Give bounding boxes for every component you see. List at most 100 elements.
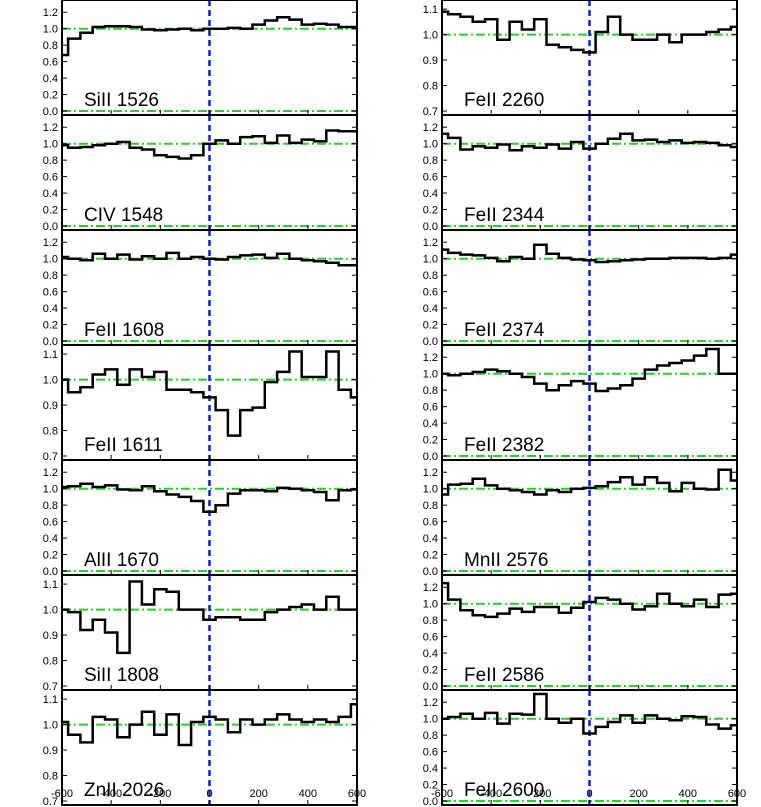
y-tick-label: 0.7 xyxy=(43,681,58,693)
y-tick-label: 1.1 xyxy=(43,694,58,706)
spectrum-line xyxy=(62,702,357,747)
panel-mnii-2576: 0.0 0.2 0.4 0.6 0.8 1.0 1.2 MnII 2576 xyxy=(423,459,738,578)
spectrum-line xyxy=(62,129,357,160)
panel-siii-1526: 0.0 0.2 0.4 0.6 0.8 1.0 1.2 SiII 1526 xyxy=(43,0,358,118)
x-tick-label: -400 xyxy=(100,788,122,800)
line-label: FeII 2600 xyxy=(464,780,544,801)
line-label: CIV 1548 xyxy=(84,205,163,226)
y-tick-label: 0.2 xyxy=(43,90,58,102)
y-tick-label: 1.0 xyxy=(43,254,58,266)
y-tick-label: 0.2 xyxy=(423,665,438,677)
y-tick-label: 0.6 xyxy=(43,287,58,299)
y-tick-label: 0.6 xyxy=(43,517,58,529)
y-tick-label: 0.0 xyxy=(43,336,58,348)
y-tick-label: 0.6 xyxy=(43,57,58,69)
panel-siii-1808: 0.7 0.8 0.9 1.0 1.1 SiII 1808 xyxy=(43,574,358,693)
y-tick-label: 0.8 xyxy=(423,81,438,93)
x-tick-label: -200 xyxy=(149,788,171,800)
spectrum-line xyxy=(442,132,737,152)
panel-frame xyxy=(441,689,738,806)
y-tick-label: 0.6 xyxy=(423,402,438,414)
y-tick-label: 0.0 xyxy=(423,451,438,463)
x-tick-label: 0 xyxy=(206,788,212,800)
y-tick-label: 0.8 xyxy=(43,771,58,783)
y-tick-label: 1.0 xyxy=(43,24,58,36)
y-tick-label: 0.2 xyxy=(43,205,58,217)
y-tick-label: 0.6 xyxy=(423,632,438,644)
spectrum-line xyxy=(442,468,737,496)
line-label: SiII 1526 xyxy=(84,90,159,111)
panel-feii-2382: 0.0 0.2 0.4 0.6 0.8 1.0 1.2 FeII 2382 xyxy=(423,344,738,463)
panel-feii-2586: 0.0 0.2 0.4 0.6 0.8 1.0 1.2 FeII 2586 xyxy=(423,574,738,693)
y-tick-label: 0.8 xyxy=(43,155,58,167)
y-tick-label: 0.2 xyxy=(423,550,438,562)
line-label: FeII 1608 xyxy=(84,320,164,341)
y-tick-label: 1.2 xyxy=(423,697,438,709)
y-tick-label: 1.2 xyxy=(43,467,58,479)
y-tick-label: 1.0 xyxy=(43,605,58,617)
y-tick-label: 1.0 xyxy=(423,599,438,611)
y-tick-label: 0.8 xyxy=(43,500,58,512)
x-tick-label: 0 xyxy=(586,788,592,800)
y-tick-label: 0.6 xyxy=(423,517,438,529)
panel-feii-2600: 0.0 0.2 0.4 0.6 0.8 1.0 1.2 FeII 2600 xyxy=(423,689,738,807)
y-tick-label: 0.7 xyxy=(43,451,58,463)
x-tick-label: -600 xyxy=(431,788,453,800)
y-tick-label: 0.9 xyxy=(43,630,58,642)
spectrum-line xyxy=(442,243,737,264)
spectrum-line xyxy=(442,692,737,735)
y-tick-label: 0.8 xyxy=(423,155,438,167)
y-tick-label: 0.2 xyxy=(423,435,438,447)
spectrum-line xyxy=(62,251,357,267)
line-label: AlII 1670 xyxy=(84,550,159,571)
y-tick-label: 0.4 xyxy=(43,533,58,545)
line-label: FeII 1611 xyxy=(84,435,163,456)
y-tick-label: 1.2 xyxy=(423,582,438,594)
y-tick-label: 0.8 xyxy=(43,40,58,52)
y-tick-label: 0.8 xyxy=(423,385,438,397)
y-tick-label: 0.4 xyxy=(423,648,438,660)
y-tick-label: 0.4 xyxy=(423,533,438,545)
y-tick-label: 0.0 xyxy=(43,221,58,233)
panel-alii-1670: 0.0 0.2 0.4 0.6 0.8 1.0 1.2 AlII 1670 xyxy=(43,459,358,578)
y-tick-label: 0.0 xyxy=(43,566,58,578)
y-tick-label: 1.0 xyxy=(423,714,438,726)
y-tick-label: 1.0 xyxy=(423,139,438,151)
panel-feii-1611: 0.7 0.8 0.9 1.0 1.1 FeII 1611 xyxy=(43,344,358,463)
y-tick-label: 0.2 xyxy=(43,550,58,562)
y-tick-label: 0.8 xyxy=(423,615,438,627)
y-tick-label: 1.0 xyxy=(423,369,438,381)
x-tick-label: -600 xyxy=(51,788,73,800)
y-tick-label: 0.0 xyxy=(423,681,438,693)
line-label: FeII 2374 xyxy=(464,320,545,341)
y-tick-label: 1.2 xyxy=(423,467,438,479)
x-tick-label: 200 xyxy=(629,788,647,800)
y-tick-label: 1.0 xyxy=(423,30,438,42)
spectrum-line xyxy=(442,347,737,393)
spectrum-line xyxy=(62,15,357,57)
x-tick-label: 600 xyxy=(348,788,366,800)
y-tick-label: 0.4 xyxy=(43,303,58,315)
panel-feii-2344: 0.0 0.2 0.4 0.6 0.8 1.0 1.2 FeII 2344 xyxy=(423,114,738,233)
y-tick-label: 1.2 xyxy=(423,237,438,249)
y-tick-label: 0.6 xyxy=(423,172,438,184)
line-label: FeII 2344 xyxy=(464,205,545,226)
y-tick-label: 1.2 xyxy=(423,352,438,364)
line-label: SiII 1808 xyxy=(84,665,159,686)
y-tick-label: 0.6 xyxy=(423,747,438,759)
x-tick-label: 400 xyxy=(299,788,317,800)
y-tick-label: 0.0 xyxy=(423,221,438,233)
y-tick-label: 0.0 xyxy=(423,336,438,348)
panel-feii-2374: 0.0 0.2 0.4 0.6 0.8 1.0 1.2 FeII 2374 xyxy=(423,229,738,348)
y-tick-label: 1.1 xyxy=(43,349,58,361)
y-tick-label: 1.1 xyxy=(423,4,438,16)
y-tick-label: 0.8 xyxy=(43,270,58,282)
y-tick-label: 0.7 xyxy=(43,796,58,807)
x-tick-label: 400 xyxy=(679,788,697,800)
y-tick-label: 1.0 xyxy=(423,484,438,496)
y-tick-label: 0.7 xyxy=(423,106,438,118)
y-tick-label: 0.8 xyxy=(43,426,58,438)
y-tick-label: 0.6 xyxy=(43,172,58,184)
y-tick-label: 0.8 xyxy=(423,270,438,282)
